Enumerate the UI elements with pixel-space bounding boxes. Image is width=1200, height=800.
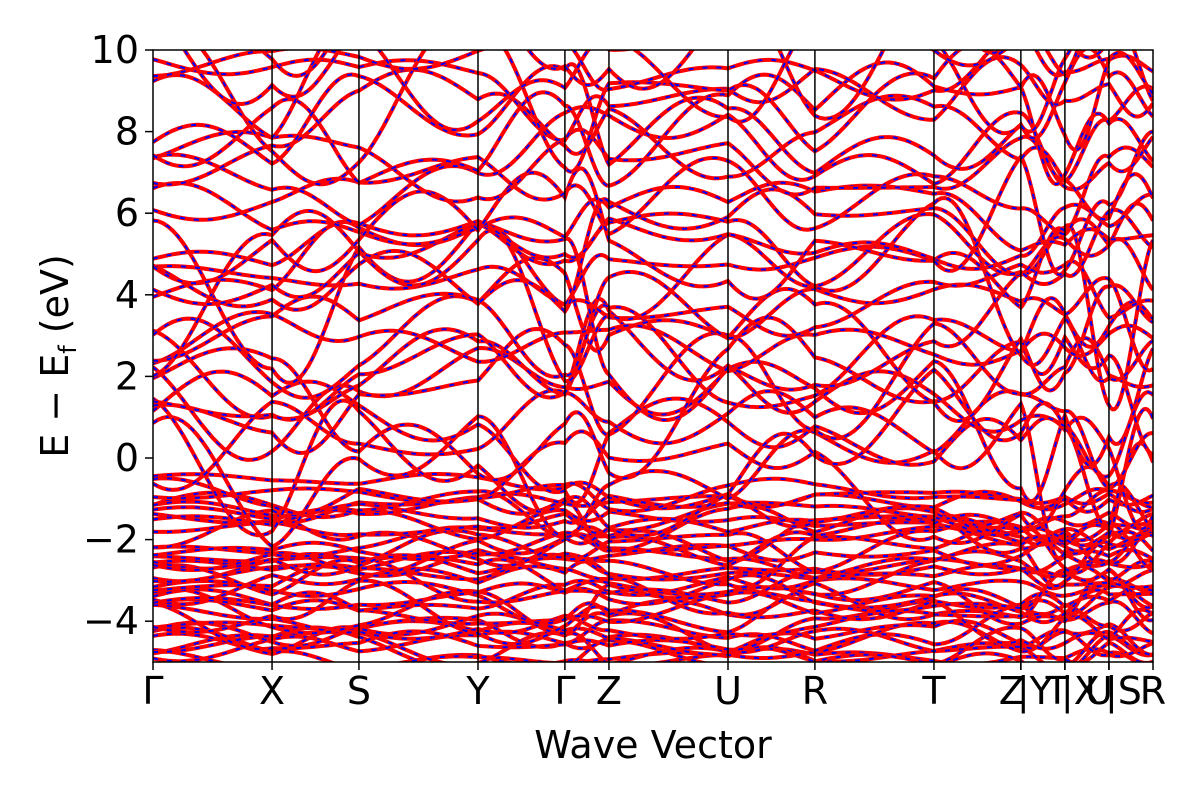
y-axis-title-sub: f	[54, 345, 82, 354]
x-tick-label: U	[714, 669, 742, 713]
x-axis-ticks: Γ X S Y Γ Z U R T Z|YT|XU|SR	[142, 662, 1166, 714]
x-tick-label: |S	[1105, 669, 1142, 714]
x-tick-label: T	[1045, 669, 1070, 713]
plot-frame	[152, 49, 1154, 663]
y-tick-label: −4	[83, 599, 139, 643]
x-tick-label: R	[802, 669, 828, 713]
y-axis-title: E − Ef (eV)	[33, 254, 82, 458]
y-axis-title-unit: (eV)	[33, 254, 77, 345]
x-tick-label: R	[1140, 669, 1166, 713]
k-point-dividers	[271, 50, 1110, 662]
x-tick-label: Z	[999, 669, 1025, 713]
x-tick-label: Y	[465, 669, 490, 713]
y-tick-label: −2	[83, 518, 139, 562]
x-tick-label: T	[921, 669, 946, 713]
y-tick-label: 8	[115, 110, 139, 154]
x-tick-label: Γ	[554, 669, 575, 713]
x-tick-label: |Y	[1017, 669, 1054, 714]
y-tick-label: 4	[115, 273, 139, 317]
y-axis-title-main: E − E	[33, 354, 77, 458]
x-axis-title: Wave Vector	[534, 723, 772, 767]
y-tick-label: 0	[115, 436, 139, 480]
x-tick-label: |X	[1061, 669, 1100, 714]
y-tick-label: 2	[115, 354, 139, 398]
x-tick-label: U	[1085, 669, 1113, 713]
y-axis-ticks: −4 −2 0 2 4 6 8 10	[83, 28, 153, 643]
y-tick-label: 10	[91, 28, 139, 72]
x-tick-label: Γ	[142, 669, 163, 713]
x-tick-label: Z	[596, 669, 622, 713]
x-tick-label: S	[347, 669, 371, 713]
y-tick-label: 6	[115, 191, 139, 235]
x-tick-label: X	[259, 669, 285, 713]
